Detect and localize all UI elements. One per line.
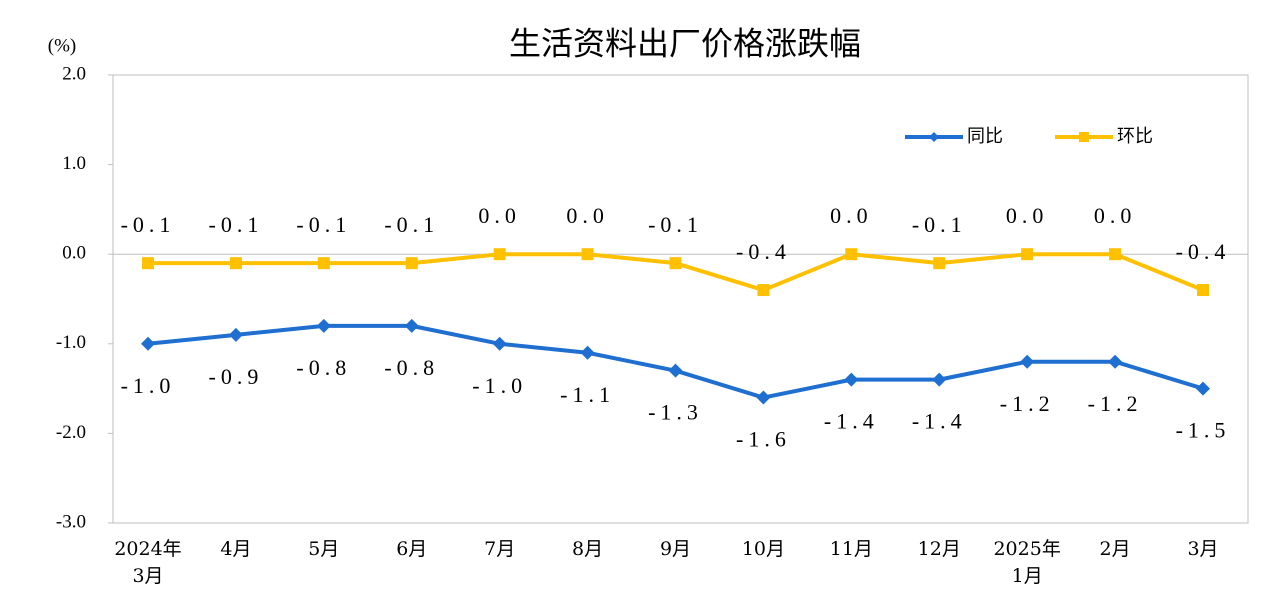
point	[492, 336, 507, 351]
point	[1109, 248, 1122, 261]
data-label: -1.0	[121, 373, 176, 398]
legend-label: 环比	[1117, 126, 1153, 147]
point	[228, 327, 243, 342]
y-tick-label: -3.0	[56, 511, 86, 532]
chart-title: 生活资料出厂价格涨跌幅	[509, 25, 861, 63]
data-label: 0.0	[478, 203, 521, 228]
data-label: -0.4	[1176, 239, 1231, 264]
legend-label: 同比	[967, 126, 1003, 147]
plot-frame	[112, 74, 1249, 524]
y-tick-label: 0.0	[62, 243, 86, 264]
data-label: -0.1	[384, 212, 439, 237]
x-tick-label: 7月	[484, 538, 516, 560]
point	[1021, 248, 1034, 261]
point	[142, 257, 154, 270]
y-tick-label: 1.0	[62, 153, 86, 174]
data-label: -0.1	[209, 212, 264, 237]
data-label: -0.1	[121, 212, 176, 237]
x-tick-label: 6月	[396, 538, 428, 560]
x-tick-label: 10月	[741, 538, 785, 560]
point	[756, 390, 771, 405]
point	[317, 257, 330, 270]
data-label: 0.0	[1094, 203, 1137, 228]
data-label: -0.1	[648, 212, 703, 237]
x-tick-label: 2月	[1099, 538, 1131, 560]
y-axis-label: (%)	[48, 35, 76, 56]
data-label: -1.1	[560, 382, 615, 407]
point	[1020, 354, 1035, 369]
data-label: -1.2	[1088, 391, 1143, 416]
point	[405, 257, 418, 270]
x-tick-label: 2025年 1月	[993, 538, 1061, 587]
data-label: -1.2	[1000, 391, 1055, 416]
data-label: 0.0	[830, 203, 873, 228]
point	[1196, 381, 1210, 396]
data-label: -1.4	[912, 409, 967, 434]
data-label: -1.0	[472, 373, 527, 398]
y-tick-label: -2.0	[56, 422, 86, 443]
point	[581, 248, 594, 261]
point	[1108, 354, 1123, 369]
data-label: -0.1	[912, 212, 967, 237]
point	[1197, 284, 1209, 297]
point	[404, 318, 419, 333]
legend-marker	[1079, 132, 1089, 142]
x-tick-label: 8月	[572, 538, 604, 560]
data-label: -1.6	[736, 427, 791, 452]
data-label: -0.8	[384, 355, 439, 380]
x-tick-label: 4月	[220, 538, 252, 560]
x-tick-label: 9月	[659, 538, 692, 560]
point	[845, 248, 858, 261]
data-label: -1.4	[824, 409, 879, 434]
data-label: -1.5	[1176, 418, 1231, 443]
x-tick-label: 5月	[308, 538, 340, 560]
point	[669, 257, 682, 270]
data-label: -0.9	[209, 364, 264, 389]
data-label: 0.0	[566, 203, 609, 228]
point	[229, 257, 242, 270]
x-tick-label: 2024年 3月	[114, 538, 182, 587]
point	[932, 372, 947, 387]
y-tick-label: 2.0	[62, 63, 86, 84]
x-tick-label: 12月	[917, 538, 961, 560]
data-label: -0.8	[296, 355, 351, 380]
point	[493, 248, 506, 261]
point	[580, 345, 595, 360]
data-label: 0.0	[1006, 203, 1049, 228]
x-tick-label: 3月	[1187, 538, 1219, 560]
data-label: -0.1	[296, 212, 351, 237]
point	[141, 336, 155, 351]
point	[757, 284, 770, 297]
data-label: -0.4	[736, 239, 791, 264]
point	[844, 372, 859, 387]
point	[316, 318, 331, 333]
legend-marker	[929, 132, 939, 142]
data-label: -1.3	[648, 400, 703, 425]
point	[668, 363, 683, 378]
point	[933, 257, 946, 270]
x-tick-label: 11月	[829, 538, 873, 560]
y-tick-label: -1.0	[56, 332, 86, 353]
